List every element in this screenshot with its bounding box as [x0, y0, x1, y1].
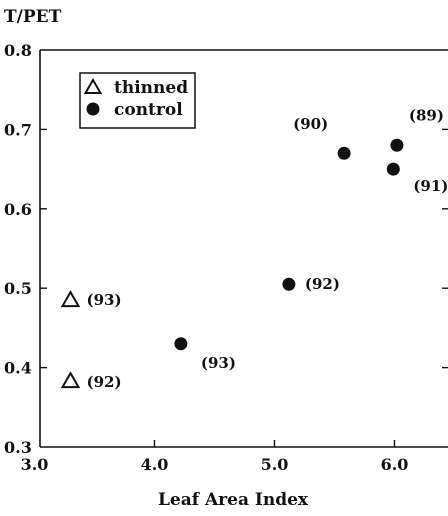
- legend-circle-icon: [86, 102, 100, 116]
- y-axis-title: T/PET: [4, 7, 62, 27]
- legend: thinned control: [79, 72, 196, 129]
- legend-label-control: control: [114, 100, 183, 120]
- point-year-label: (91): [413, 177, 448, 195]
- y-tick-label: 0.6: [4, 200, 32, 219]
- y-tick-label: 0.7: [4, 120, 32, 139]
- thinned-point: [60, 371, 81, 389]
- y-tick-label: 0.5: [4, 279, 32, 298]
- point-year-label: (93): [201, 354, 236, 372]
- point-year-label: (90): [293, 115, 328, 133]
- x-tick-label: 4.0: [141, 455, 169, 474]
- x-axis-title: Leaf Area Index: [158, 490, 309, 510]
- y-tick-label: 0.4: [4, 359, 32, 378]
- point-year-label: (92): [87, 373, 122, 391]
- point-year-label: (89): [409, 106, 444, 124]
- tick-labels: 0.3 0.4 0.5 0.6 0.7 0.8 3.0 4.0 5.0 6.0: [4, 41, 408, 474]
- control-point: [174, 337, 188, 351]
- x-tick-label: 6.0: [381, 455, 409, 474]
- control-point: [282, 277, 296, 291]
- thinned-point: [60, 290, 81, 308]
- y-tick-label: 0.3: [4, 438, 32, 457]
- point-year-label: (92): [305, 275, 340, 293]
- legend-triangle-icon: [83, 77, 103, 94]
- data-points: [60, 138, 404, 389]
- point-labels: (93) (92) (93) (92) (90) (91) (89): [87, 106, 448, 391]
- x-tick-label: 5.0: [261, 455, 289, 474]
- y-tick-label: 0.8: [4, 41, 32, 60]
- point-year-label: (93): [87, 291, 122, 309]
- legend-box: [79, 72, 196, 129]
- x-tick-label: 3.0: [21, 455, 49, 474]
- control-point: [337, 146, 351, 160]
- control-point: [390, 138, 404, 152]
- legend-label-thinned: thinned: [114, 78, 188, 98]
- axes: [39, 49, 448, 448]
- control-point: [386, 162, 400, 176]
